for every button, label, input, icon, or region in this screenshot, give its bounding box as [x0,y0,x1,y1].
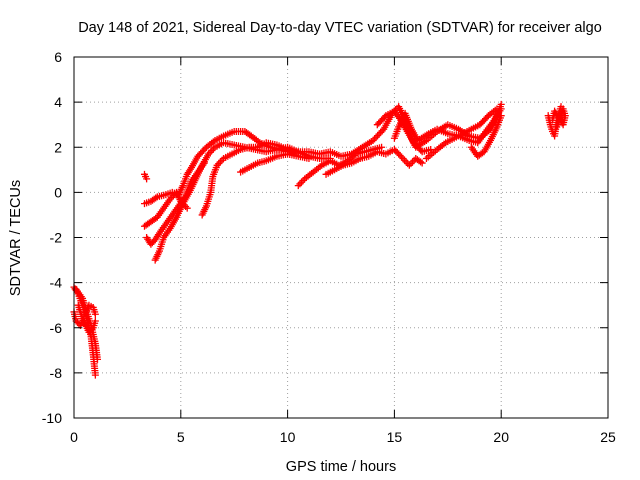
data-point [493,105,501,113]
data-point [418,159,426,167]
x-tick-label: 15 [387,429,403,445]
data-point [417,158,425,166]
y-axis-title: SDTVAR / TECUs [8,180,24,296]
data-point [152,194,160,202]
series-track-k [237,150,313,176]
data-point [380,113,388,121]
data-point [88,325,96,333]
x-axis-title: GPS time / hours [286,459,396,475]
x-tick-label: 25 [600,429,616,445]
data-point [91,371,99,379]
chart-title: Day 148 of 2021, Sidereal Day-to-day VTE… [78,20,602,36]
series-track-p [422,105,501,163]
data-point [398,153,406,161]
data-point [497,112,505,120]
series-track-m [322,146,426,178]
data-point [377,128,385,136]
y-tick-label: 0 [54,184,62,200]
series-track-o [390,105,505,147]
data-point [183,204,191,212]
x-tick-label: 0 [70,429,78,445]
data-point [372,133,380,141]
data-point [93,355,101,363]
data-point [371,135,379,143]
data-point [378,127,386,135]
data-point [553,123,561,131]
y-tick-label: -4 [50,275,63,291]
data-point [375,130,383,138]
series-track-d [74,301,99,336]
ticks: 0 5 10 15 20 25 -10 -8 -6 -4 -2 0 2 4 6 [42,49,616,445]
data-point [369,136,377,144]
series-track-e [140,170,151,183]
x-tick-label: 20 [493,429,509,445]
x-tick-label: 10 [280,429,296,445]
y-tick-label: -2 [50,230,63,246]
y-tick-label: -10 [42,410,62,426]
data-point [143,175,151,183]
data-point [374,132,382,140]
y-tick-label: 6 [54,49,62,65]
y-tick-label: 4 [54,94,62,110]
series-track-s [548,105,569,131]
x-tick-label: 5 [177,429,185,445]
data-point [91,317,99,325]
series-track-g [140,188,191,230]
y-tick-label: -6 [50,320,63,336]
y-tick-label: 2 [54,139,62,155]
y-tick-label: -8 [50,365,63,381]
data-point [305,155,313,163]
series-track-q [467,112,505,160]
marks [70,100,569,379]
data-point [91,310,99,318]
